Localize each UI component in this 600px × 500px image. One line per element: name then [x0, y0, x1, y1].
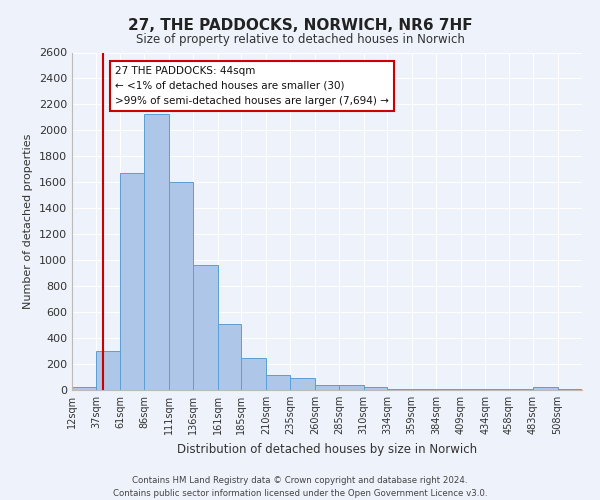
Bar — [97, 351, 120, 390]
Bar — [339, 386, 364, 390]
Bar — [266, 375, 290, 390]
Text: 27 THE PADDOCKS: 44sqm
← <1% of detached houses are smaller (30)
>99% of semi-de: 27 THE PADDOCKS: 44sqm ← <1% of detached… — [115, 66, 389, 106]
Bar — [533, 388, 557, 390]
Bar — [290, 378, 315, 390]
Bar — [169, 182, 193, 390]
Bar — [72, 388, 97, 390]
Bar — [145, 114, 169, 390]
Bar — [412, 388, 436, 390]
Bar — [120, 173, 145, 390]
X-axis label: Distribution of detached houses by size in Norwich: Distribution of detached houses by size … — [177, 442, 477, 456]
Bar — [315, 386, 339, 390]
Bar — [218, 324, 241, 390]
Bar — [364, 388, 387, 390]
Text: Contains HM Land Registry data © Crown copyright and database right 2024.
Contai: Contains HM Land Registry data © Crown c… — [113, 476, 487, 498]
Bar — [241, 358, 266, 390]
Bar — [387, 388, 412, 390]
Text: Size of property relative to detached houses in Norwich: Size of property relative to detached ho… — [136, 32, 464, 46]
Bar — [193, 266, 218, 390]
Y-axis label: Number of detached properties: Number of detached properties — [23, 134, 34, 309]
Text: 27, THE PADDOCKS, NORWICH, NR6 7HF: 27, THE PADDOCKS, NORWICH, NR6 7HF — [128, 18, 472, 32]
